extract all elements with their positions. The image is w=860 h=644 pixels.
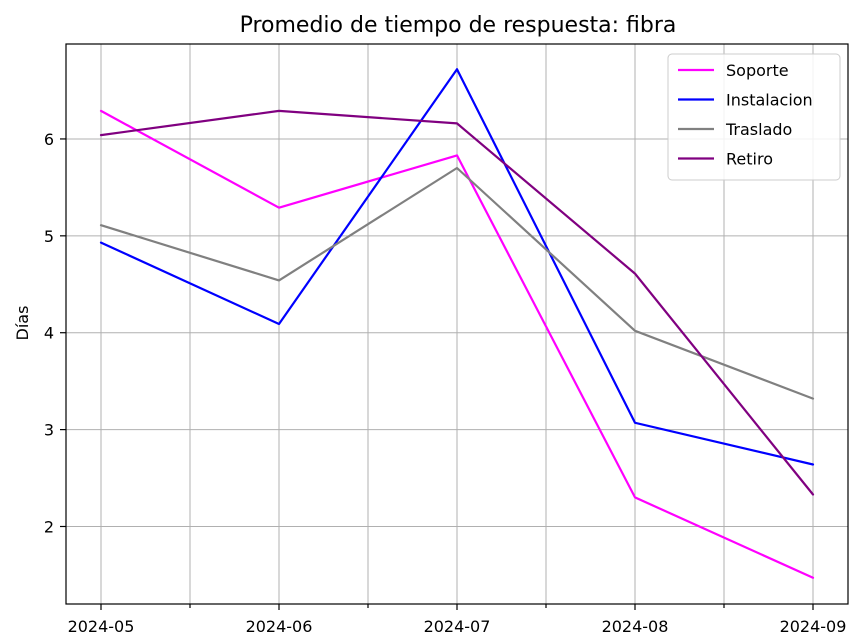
x-tick-label: 2024-08: [602, 617, 669, 636]
legend-label: Soporte: [726, 61, 789, 80]
legend-box: [667, 53, 841, 181]
x-tick-label: 2024-09: [780, 617, 847, 636]
series-line-retiro: [99, 109, 815, 496]
y-tick-label: 2: [44, 517, 54, 536]
series-line-soporte: [99, 109, 815, 579]
legend-label: Traslado: [725, 120, 792, 139]
axis-ticks: 2 3 4 5 6 2024-05 2024-06 2024-07 2024-08 2024-09: [44, 130, 847, 636]
y-tick-label: 5: [44, 227, 54, 246]
legend: Soporte Instalacion Traslado Retiro: [667, 53, 841, 181]
x-tick-label: 2024-06: [246, 617, 313, 636]
series-lines: [99, 68, 815, 579]
y-tick-label: 3: [44, 421, 54, 440]
y-axis-label: Días: [13, 306, 32, 341]
series-line-traslado: [99, 166, 815, 400]
x-tick-label: 2024-05: [68, 617, 135, 636]
series-line-instalacion: [99, 68, 815, 466]
x-tick-label: 2024-07: [424, 617, 491, 636]
legend-label: Retiro: [726, 150, 773, 169]
chart-title: Promedio de tiempo de respuesta: fibra: [240, 13, 677, 38]
y-tick-label: 6: [44, 130, 54, 149]
y-tick-label: 4: [44, 324, 54, 343]
legend-label: Instalacion: [726, 91, 813, 110]
